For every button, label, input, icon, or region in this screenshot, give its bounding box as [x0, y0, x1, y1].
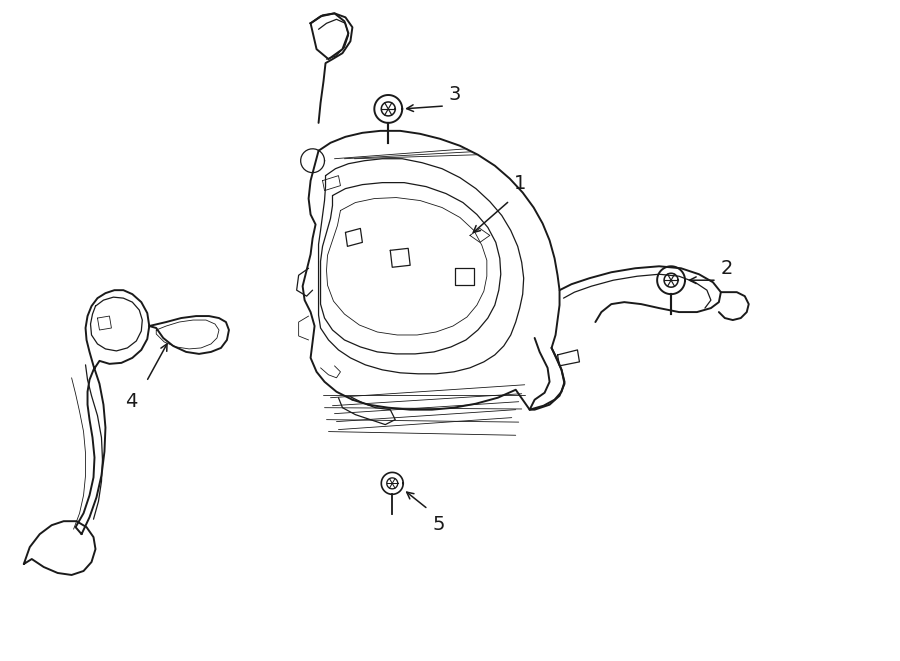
Text: 4: 4 [125, 392, 138, 410]
Text: 3: 3 [448, 85, 461, 104]
Text: 2: 2 [721, 259, 734, 278]
Text: 1: 1 [514, 174, 526, 192]
Text: 5: 5 [432, 515, 445, 534]
